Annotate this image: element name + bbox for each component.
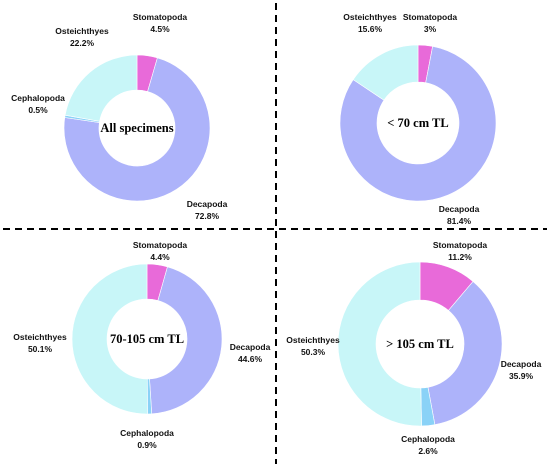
- slice-value-stomatopoda: 4.5%: [150, 24, 170, 34]
- slice-value-osteichthyes: 22.2%: [70, 38, 95, 48]
- slice-value-decapoda: 81.4%: [447, 216, 472, 226]
- center-label: > 105 cm TL: [386, 337, 454, 351]
- donut-chart-1: All specimens Stomatopoda 4.5% Decapoda 72.8…: [11, 12, 228, 221]
- slice-osteichthyes: [71, 263, 148, 415]
- slice-label-stomatopoda: Stomatopoda: [433, 240, 488, 250]
- slice-label-cephalopoda: Cephalopoda: [120, 428, 174, 438]
- slice-osteichthyes: [352, 44, 419, 101]
- slice-osteichthyes: [64, 54, 138, 122]
- slice-osteichthyes: [337, 261, 422, 427]
- slice-label-decapoda: Decapoda: [501, 359, 542, 369]
- slice-label-osteichthyes: Osteichthyes: [343, 12, 397, 22]
- donut-chart-4: > 105 cm TL Stomatopoda 11.2% Decapoda 35.9%…: [286, 240, 541, 456]
- slice-value-decapoda: 72.8%: [195, 211, 220, 221]
- donut-chart-2: < 70 cm TL Stomatopoda 3% Decapoda 81.4% Oste…: [339, 12, 497, 226]
- slice-value-stomatopoda: 11.2%: [448, 252, 472, 262]
- center-label: All specimens: [100, 121, 173, 135]
- slice-decapoda: [427, 281, 503, 425]
- slice-label-decapoda: Decapoda: [187, 199, 228, 209]
- slice-value-cephalopoda: 0.5%: [28, 105, 48, 115]
- center-label: < 70 cm TL: [387, 116, 448, 130]
- slice-decapoda: [339, 46, 497, 202]
- slice-value-cephalopoda: 0.9%: [137, 440, 157, 450]
- slice-label-stomatopoda: Stomatopoda: [403, 12, 458, 22]
- charts-group: All specimens Stomatopoda 4.5% Decapoda 72.8…: [11, 12, 542, 456]
- center-label: 70-105 cm TL: [110, 332, 184, 346]
- slice-value-decapoda: 44.6%: [238, 354, 263, 364]
- slice-decapoda: [149, 266, 223, 415]
- slice-label-osteichthyes: Osteichthyes: [55, 26, 109, 36]
- slice-label-osteichthyes: Osteichthyes: [286, 335, 340, 345]
- slice-label-cephalopoda: Cephalopoda: [401, 434, 455, 444]
- slice-label-decapoda: Decapoda: [439, 204, 480, 214]
- slice-label-stomatopoda: Stomatopoda: [133, 12, 188, 22]
- slice-label-osteichthyes: Osteichthyes: [13, 332, 67, 342]
- slice-value-osteichthyes: 15.6%: [358, 24, 383, 34]
- slice-label-decapoda: Decapoda: [230, 342, 271, 352]
- slice-label-stomatopoda: Stomatopoda: [133, 240, 188, 250]
- donut-chart-3: 70-105 cm TL Stomatopoda 4.4% Decapoda 44.6%…: [13, 240, 270, 450]
- slice-decapoda: [63, 57, 211, 202]
- slice-value-osteichthyes: 50.1%: [28, 344, 53, 354]
- slice-value-stomatopoda: 3%: [424, 24, 437, 34]
- slice-value-decapoda: 35.9%: [509, 371, 534, 381]
- slice-value-stomatopoda: 4.4%: [150, 252, 170, 262]
- slice-label-cephalopoda: Cephalopoda: [11, 93, 65, 103]
- slice-value-cephalopoda: 2.6%: [418, 446, 438, 456]
- slice-value-osteichthyes: 50.3%: [301, 347, 326, 357]
